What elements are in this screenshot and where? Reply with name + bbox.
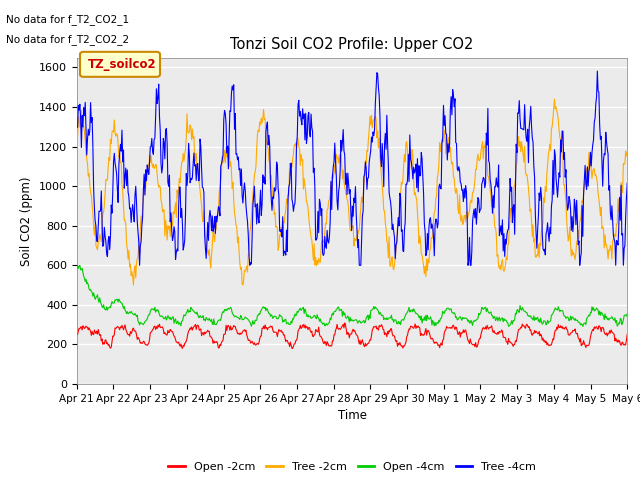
X-axis label: Time: Time: [337, 409, 367, 422]
Title: Tonzi Soil CO2 Profile: Upper CO2: Tonzi Soil CO2 Profile: Upper CO2: [230, 37, 474, 52]
Text: No data for f_T2_CO2_1: No data for f_T2_CO2_1: [6, 14, 129, 25]
Y-axis label: Soil CO2 (ppm): Soil CO2 (ppm): [20, 176, 33, 265]
Text: No data for f_T2_CO2_2: No data for f_T2_CO2_2: [6, 34, 129, 45]
Text: TZ_soilco2: TZ_soilco2: [88, 58, 157, 71]
Legend: Open -2cm, Tree -2cm, Open -4cm, Tree -4cm: Open -2cm, Tree -2cm, Open -4cm, Tree -4…: [164, 457, 540, 476]
